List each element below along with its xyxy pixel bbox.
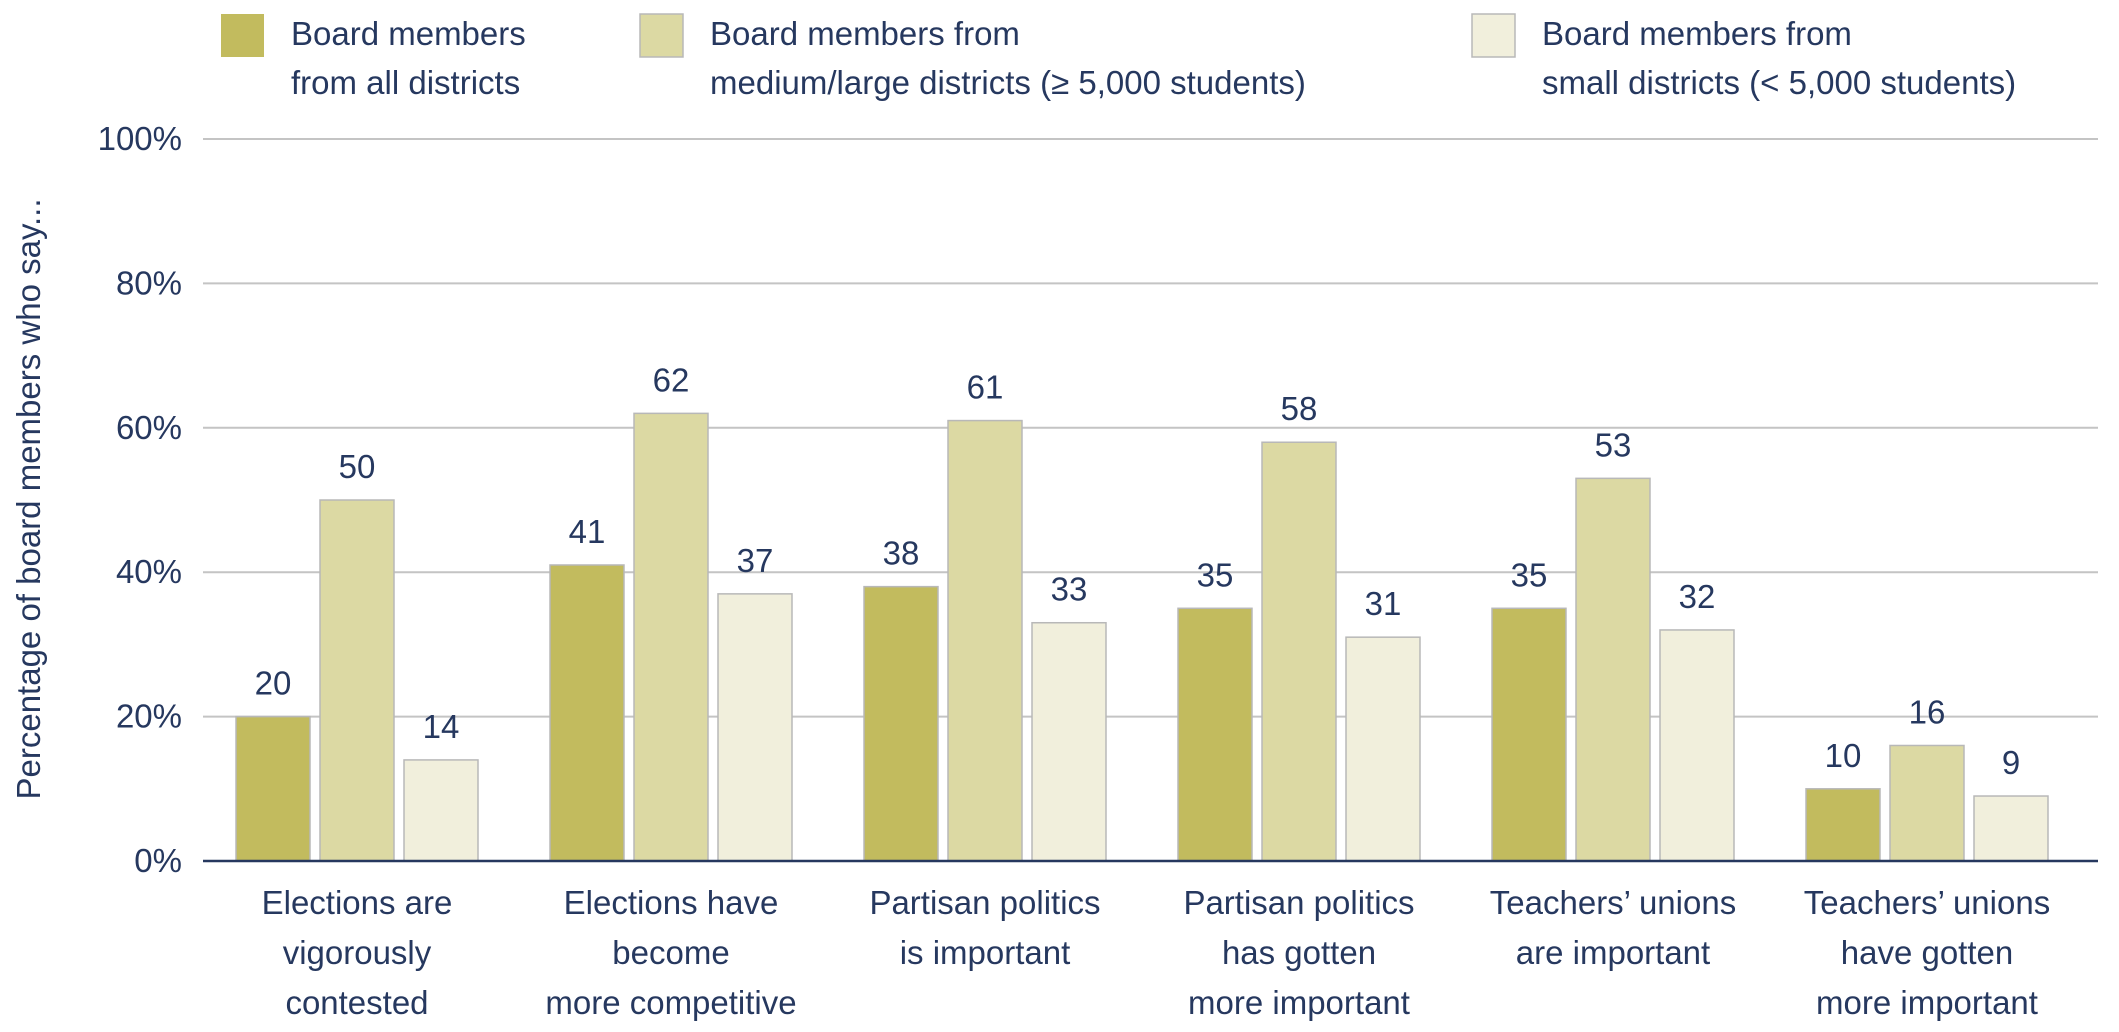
bar [1889, 744, 1965, 862]
bar [319, 499, 395, 862]
y-tick-label: 60% [116, 409, 182, 446]
data-label: 37 [737, 542, 774, 579]
x-tick-label: Elections have [564, 884, 779, 921]
bars: 20 50 14 41 62 37 38 61 33 35 58 31 35 53 32 10 16 9 [235, 361, 2049, 862]
y-tick-label: 80% [116, 264, 182, 301]
bar [1261, 441, 1337, 862]
bar [1973, 795, 2049, 862]
bar [1575, 477, 1651, 862]
y-tick-label: 0% [134, 842, 182, 879]
bar [1345, 636, 1421, 862]
legend-label: small districts (< 5,000 students) [1542, 64, 2016, 101]
legend-swatch [221, 14, 264, 57]
data-label: 58 [1281, 390, 1318, 427]
bar [863, 585, 939, 862]
data-label: 53 [1595, 426, 1632, 463]
data-label: 31 [1365, 585, 1402, 622]
data-label: 38 [883, 535, 920, 572]
legend-swatch [1471, 13, 1516, 58]
bar [1659, 629, 1735, 862]
legend-label: from all districts [291, 64, 520, 101]
bar [403, 759, 479, 862]
x-tick-label: Elections are [262, 884, 453, 921]
bar [549, 564, 625, 862]
x-tick-label: more important [1816, 984, 2038, 1021]
y-tick-label: 20% [116, 698, 182, 735]
bar [1177, 607, 1253, 862]
x-tick-label: contested [285, 984, 428, 1021]
y-tick-label: 100% [98, 120, 182, 157]
data-label: 20 [255, 665, 292, 702]
bar [1031, 621, 1107, 862]
data-label: 9 [2002, 744, 2020, 781]
x-tick-label: Partisan politics [869, 884, 1100, 921]
x-axis-labels: Elections are vigorously contested Election… [262, 884, 2051, 1021]
x-tick-label: vigorously [283, 934, 432, 971]
y-axis-label: Percentage of board members who say... [10, 198, 47, 799]
bar [947, 419, 1023, 862]
legend: Board members from all districts Board mem… [221, 13, 2016, 101]
x-tick-label: more important [1188, 984, 1410, 1021]
data-label: 41 [569, 513, 606, 550]
legend-label: Board members from [710, 15, 1020, 52]
legend-label: Board members from [1542, 15, 1852, 52]
bar [235, 715, 311, 862]
data-label: 61 [967, 369, 1004, 406]
legend-label: Board members [291, 15, 526, 52]
x-tick-label: are important [1516, 934, 1710, 971]
x-tick-label: become [612, 934, 729, 971]
x-tick-label: have gotten [1841, 934, 2013, 971]
bar [1491, 607, 1567, 862]
legend-swatch [639, 13, 684, 58]
data-label: 10 [1825, 737, 1862, 774]
bar [1805, 788, 1881, 862]
data-label: 16 [1909, 693, 1946, 730]
x-tick-label: Partisan politics [1183, 884, 1414, 921]
data-label: 35 [1511, 556, 1548, 593]
x-tick-label: Teachers’ unions [1804, 884, 2050, 921]
gridlines [203, 138, 2098, 718]
x-tick-label: more competitive [545, 984, 796, 1021]
x-tick-label: has gotten [1222, 934, 1376, 971]
data-label: 32 [1679, 578, 1716, 615]
data-label: 50 [339, 448, 376, 485]
y-axis: 0% 20% 40% 60% 80% 100% [98, 120, 182, 879]
bar [717, 593, 793, 862]
legend-label: medium/large districts (≥ 5,000 students… [710, 64, 1306, 101]
data-label: 62 [653, 361, 690, 398]
data-label: 33 [1051, 571, 1088, 608]
y-tick-label: 40% [116, 553, 182, 590]
bar [633, 412, 709, 862]
x-tick-label: Teachers’ unions [1490, 884, 1736, 921]
x-tick-label: is important [900, 934, 1071, 971]
data-label: 14 [423, 708, 460, 745]
data-label: 35 [1197, 556, 1234, 593]
